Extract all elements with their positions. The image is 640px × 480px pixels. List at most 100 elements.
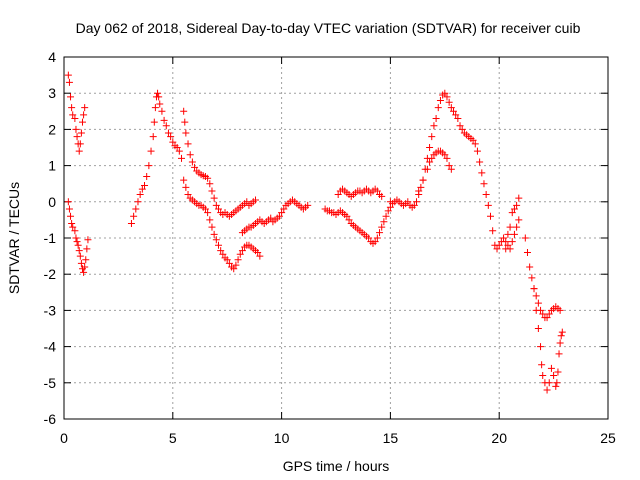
data-point (458, 125, 466, 133)
data-point (484, 201, 492, 209)
y-tick-label: 1 (48, 158, 56, 174)
data-point (180, 107, 188, 115)
data-point (445, 162, 453, 170)
data-point (82, 256, 90, 264)
data-point (155, 93, 163, 101)
data-point (539, 372, 547, 380)
data-point (454, 115, 462, 123)
y-tick-label: 3 (48, 85, 56, 101)
data-point (201, 205, 209, 213)
data-point (167, 133, 175, 141)
data-point (532, 306, 540, 314)
data-point (138, 185, 146, 193)
data-point (136, 191, 144, 199)
data-point (77, 259, 85, 267)
data-point (365, 234, 373, 242)
data-point (547, 364, 555, 372)
data-point (204, 174, 212, 182)
data-point (256, 252, 264, 260)
data-point (532, 292, 540, 300)
data-point (191, 163, 199, 171)
data-point (510, 205, 518, 213)
data-point (230, 265, 238, 273)
data-point (184, 191, 192, 199)
data-point (478, 169, 486, 177)
axes-ticks: 0 5 10 15 20 25 -6 -5 -4 -3 -2 -1 0 1 2 3 4 (44, 49, 616, 446)
data-point (173, 144, 181, 151)
data-point (515, 194, 523, 202)
data-point (473, 147, 481, 155)
grid (64, 57, 608, 419)
data-point (371, 238, 379, 246)
data-point (141, 182, 149, 190)
data-point (504, 241, 512, 249)
data-point (554, 368, 562, 376)
data-point (343, 212, 351, 220)
data-point (175, 147, 183, 155)
data-point (513, 201, 521, 209)
data-point (182, 183, 190, 191)
data-point (486, 212, 494, 220)
data-point (71, 115, 79, 123)
data-point (530, 285, 538, 293)
x-tick-label: 20 (491, 430, 507, 446)
x-tick-label: 5 (169, 430, 177, 446)
data-point (73, 238, 81, 246)
data-point (553, 379, 561, 387)
data-point (164, 129, 172, 137)
data-point (545, 310, 553, 318)
data-point (178, 154, 186, 162)
data-point (493, 245, 501, 253)
data-point (214, 205, 222, 213)
data-point (208, 187, 216, 195)
data-point (543, 314, 551, 322)
data-point (81, 263, 89, 271)
data-point (428, 154, 436, 162)
data-point (64, 198, 72, 206)
data-points (64, 71, 566, 394)
data-point (127, 220, 135, 228)
data-point (143, 172, 151, 180)
data-point (413, 198, 421, 206)
y-tick-label: 2 (48, 121, 56, 137)
data-point (443, 93, 451, 101)
data-point (434, 104, 442, 112)
data-point (145, 162, 153, 170)
data-point (72, 234, 80, 242)
data-point (206, 216, 214, 224)
data-point (495, 241, 503, 249)
data-point (410, 201, 418, 209)
data-point (415, 187, 423, 195)
y-tick-label: -6 (44, 411, 57, 427)
data-point (78, 118, 86, 126)
data-point (552, 382, 560, 390)
data-point (523, 248, 531, 256)
data-point (534, 299, 542, 307)
data-point (182, 129, 190, 137)
y-tick-label: -2 (44, 266, 57, 282)
data-point (508, 209, 516, 217)
data-point (76, 140, 84, 148)
data-point (386, 203, 394, 211)
data-point (506, 245, 514, 253)
data-point (77, 129, 85, 137)
data-point (545, 379, 553, 387)
data-point (506, 223, 514, 231)
data-point (513, 223, 521, 231)
data-point (436, 96, 444, 104)
data-point (147, 147, 155, 155)
data-point (71, 227, 79, 235)
data-point (447, 165, 455, 173)
y-tick-label: -3 (44, 302, 57, 318)
data-point (384, 207, 392, 215)
data-point (528, 274, 536, 282)
data-point (158, 107, 166, 115)
data-point (380, 218, 388, 226)
data-point (502, 238, 510, 246)
data-point (426, 144, 434, 151)
data-point (84, 236, 92, 244)
data-point (75, 147, 83, 155)
data-point (162, 122, 170, 130)
data-point (72, 125, 80, 133)
data-point (376, 229, 384, 237)
